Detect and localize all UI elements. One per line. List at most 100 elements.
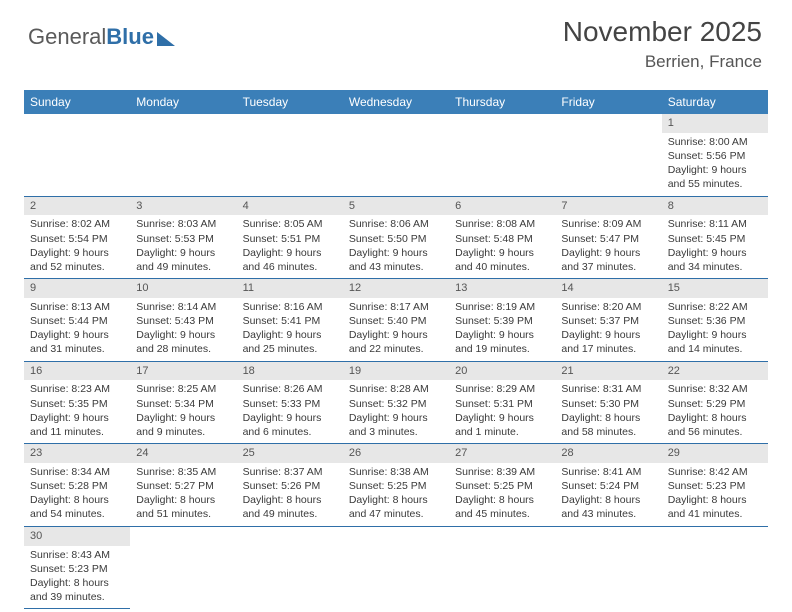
day-detail: Sunrise: 8:41 AMSunset: 5:24 PMDaylight:… — [555, 463, 661, 526]
day-number: 29 — [662, 444, 768, 463]
calendar-week-row: 30Sunrise: 8:43 AMSunset: 5:23 PMDayligh… — [24, 526, 768, 609]
calendar-day-cell: 20Sunrise: 8:29 AMSunset: 5:31 PMDayligh… — [449, 361, 555, 444]
sunrise-text: Sunrise: 8:28 AM — [349, 382, 443, 396]
sunset-text: Sunset: 5:47 PM — [561, 232, 655, 246]
calendar-day-cell: 15Sunrise: 8:22 AMSunset: 5:36 PMDayligh… — [662, 279, 768, 362]
calendar-day-cell: 18Sunrise: 8:26 AMSunset: 5:33 PMDayligh… — [237, 361, 343, 444]
day-number: 13 — [449, 279, 555, 298]
logo-text-general: General — [28, 24, 106, 50]
day-number: 2 — [24, 197, 130, 216]
sunset-text: Sunset: 5:29 PM — [668, 397, 762, 411]
calendar-day-cell — [130, 526, 236, 609]
day-detail: Sunrise: 8:05 AMSunset: 5:51 PMDaylight:… — [237, 215, 343, 278]
day-detail: Sunrise: 8:28 AMSunset: 5:32 PMDaylight:… — [343, 380, 449, 443]
sunrise-text: Sunrise: 8:13 AM — [30, 300, 124, 314]
daylight-text: Daylight: 8 hours and 41 minutes. — [668, 493, 762, 521]
calendar-day-cell — [237, 526, 343, 609]
calendar-day-cell — [343, 526, 449, 609]
sunrise-text: Sunrise: 8:20 AM — [561, 300, 655, 314]
calendar-day-cell — [130, 114, 236, 196]
calendar-week-row: 1 Sunrise: 8:00 AMSunset: 5:56 PMDaylight… — [24, 114, 768, 196]
daylight-text: Daylight: 9 hours and 40 minutes. — [455, 246, 549, 274]
calendar-day-cell: 25Sunrise: 8:37 AMSunset: 5:26 PMDayligh… — [237, 444, 343, 527]
daylight-text: Daylight: 9 hours and 49 minutes. — [136, 246, 230, 274]
sunset-text: Sunset: 5:33 PM — [243, 397, 337, 411]
day-detail: Sunrise: 8:26 AMSunset: 5:33 PMDaylight:… — [237, 380, 343, 443]
sunset-text: Sunset: 5:23 PM — [668, 479, 762, 493]
calendar-week-row: 23Sunrise: 8:34 AMSunset: 5:28 PMDayligh… — [24, 444, 768, 527]
sunrise-text: Sunrise: 8:23 AM — [30, 382, 124, 396]
day-number: 1 — [662, 114, 768, 133]
calendar-day-cell: 9Sunrise: 8:13 AMSunset: 5:44 PMDaylight… — [24, 279, 130, 362]
calendar-day-cell — [237, 114, 343, 196]
sunrise-text: Sunrise: 8:37 AM — [243, 465, 337, 479]
sunset-text: Sunset: 5:44 PM — [30, 314, 124, 328]
daylight-text: Daylight: 9 hours and 34 minutes. — [668, 246, 762, 274]
page-header: GeneralBlue November 2025 Berrien, Franc… — [0, 0, 792, 80]
day-number: 17 — [130, 362, 236, 381]
daylight-text: Daylight: 9 hours and 6 minutes. — [243, 411, 337, 439]
sunset-text: Sunset: 5:56 PM — [668, 149, 762, 163]
daylight-text: Daylight: 9 hours and 11 minutes. — [30, 411, 124, 439]
logo-text-blue: Blue — [106, 24, 154, 50]
day-detail: Sunrise: 8:16 AMSunset: 5:41 PMDaylight:… — [237, 298, 343, 361]
calendar-day-cell — [555, 114, 661, 196]
sunset-text: Sunset: 5:24 PM — [561, 479, 655, 493]
day-header: Tuesday — [237, 90, 343, 114]
day-detail: Sunrise: 8:22 AMSunset: 5:36 PMDaylight:… — [662, 298, 768, 361]
daylight-text: Daylight: 8 hours and 54 minutes. — [30, 493, 124, 521]
calendar-day-cell: 13Sunrise: 8:19 AMSunset: 5:39 PMDayligh… — [449, 279, 555, 362]
daylight-text: Daylight: 9 hours and 55 minutes. — [668, 163, 762, 191]
sunset-text: Sunset: 5:41 PM — [243, 314, 337, 328]
sunset-text: Sunset: 5:54 PM — [30, 232, 124, 246]
sunrise-text: Sunrise: 8:03 AM — [136, 217, 230, 231]
day-number: 20 — [449, 362, 555, 381]
sunrise-text: Sunrise: 8:42 AM — [668, 465, 762, 479]
sunrise-text: Sunrise: 8:31 AM — [561, 382, 655, 396]
sunrise-text: Sunrise: 8:26 AM — [243, 382, 337, 396]
daylight-text: Daylight: 9 hours and 17 minutes. — [561, 328, 655, 356]
sunset-text: Sunset: 5:30 PM — [561, 397, 655, 411]
day-detail: Sunrise: 8:32 AMSunset: 5:29 PMDaylight:… — [662, 380, 768, 443]
calendar-day-cell: 6Sunrise: 8:08 AMSunset: 5:48 PMDaylight… — [449, 196, 555, 279]
calendar-day-cell: 17Sunrise: 8:25 AMSunset: 5:34 PMDayligh… — [130, 361, 236, 444]
day-detail: Sunrise: 8:03 AMSunset: 5:53 PMDaylight:… — [130, 215, 236, 278]
day-detail: Sunrise: 8:43 AMSunset: 5:23 PMDaylight:… — [24, 546, 130, 609]
daylight-text: Daylight: 8 hours and 45 minutes. — [455, 493, 549, 521]
day-header: Sunday — [24, 90, 130, 114]
calendar-day-cell — [449, 114, 555, 196]
daylight-text: Daylight: 8 hours and 58 minutes. — [561, 411, 655, 439]
day-header: Monday — [130, 90, 236, 114]
sunset-text: Sunset: 5:43 PM — [136, 314, 230, 328]
daylight-text: Daylight: 9 hours and 31 minutes. — [30, 328, 124, 356]
sunrise-text: Sunrise: 8:02 AM — [30, 217, 124, 231]
sunrise-text: Sunrise: 8:16 AM — [243, 300, 337, 314]
sunset-text: Sunset: 5:39 PM — [455, 314, 549, 328]
calendar-day-cell — [343, 114, 449, 196]
day-number: 24 — [130, 444, 236, 463]
day-number: 22 — [662, 362, 768, 381]
calendar-day-cell: 14Sunrise: 8:20 AMSunset: 5:37 PMDayligh… — [555, 279, 661, 362]
day-detail: Sunrise: 8:11 AMSunset: 5:45 PMDaylight:… — [662, 215, 768, 278]
sunset-text: Sunset: 5:35 PM — [30, 397, 124, 411]
day-detail: Sunrise: 8:14 AMSunset: 5:43 PMDaylight:… — [130, 298, 236, 361]
daylight-text: Daylight: 9 hours and 28 minutes. — [136, 328, 230, 356]
day-detail: Sunrise: 8:39 AMSunset: 5:25 PMDaylight:… — [449, 463, 555, 526]
daylight-text: Daylight: 8 hours and 49 minutes. — [243, 493, 337, 521]
sunrise-text: Sunrise: 8:00 AM — [668, 135, 762, 149]
day-header: Friday — [555, 90, 661, 114]
day-number: 21 — [555, 362, 661, 381]
sunset-text: Sunset: 5:26 PM — [243, 479, 337, 493]
day-number: 3 — [130, 197, 236, 216]
day-detail: Sunrise: 8:13 AMSunset: 5:44 PMDaylight:… — [24, 298, 130, 361]
daylight-text: Daylight: 8 hours and 56 minutes. — [668, 411, 762, 439]
sunrise-text: Sunrise: 8:05 AM — [243, 217, 337, 231]
calendar-day-cell: 2Sunrise: 8:02 AMSunset: 5:54 PMDaylight… — [24, 196, 130, 279]
daylight-text: Daylight: 9 hours and 52 minutes. — [30, 246, 124, 274]
sunset-text: Sunset: 5:23 PM — [30, 562, 124, 576]
calendar-day-cell: 24Sunrise: 8:35 AMSunset: 5:27 PMDayligh… — [130, 444, 236, 527]
logo: GeneralBlue — [28, 24, 175, 50]
day-header-row: SundayMondayTuesdayWednesdayThursdayFrid… — [24, 90, 768, 114]
sunrise-text: Sunrise: 8:17 AM — [349, 300, 443, 314]
sunset-text: Sunset: 5:25 PM — [349, 479, 443, 493]
